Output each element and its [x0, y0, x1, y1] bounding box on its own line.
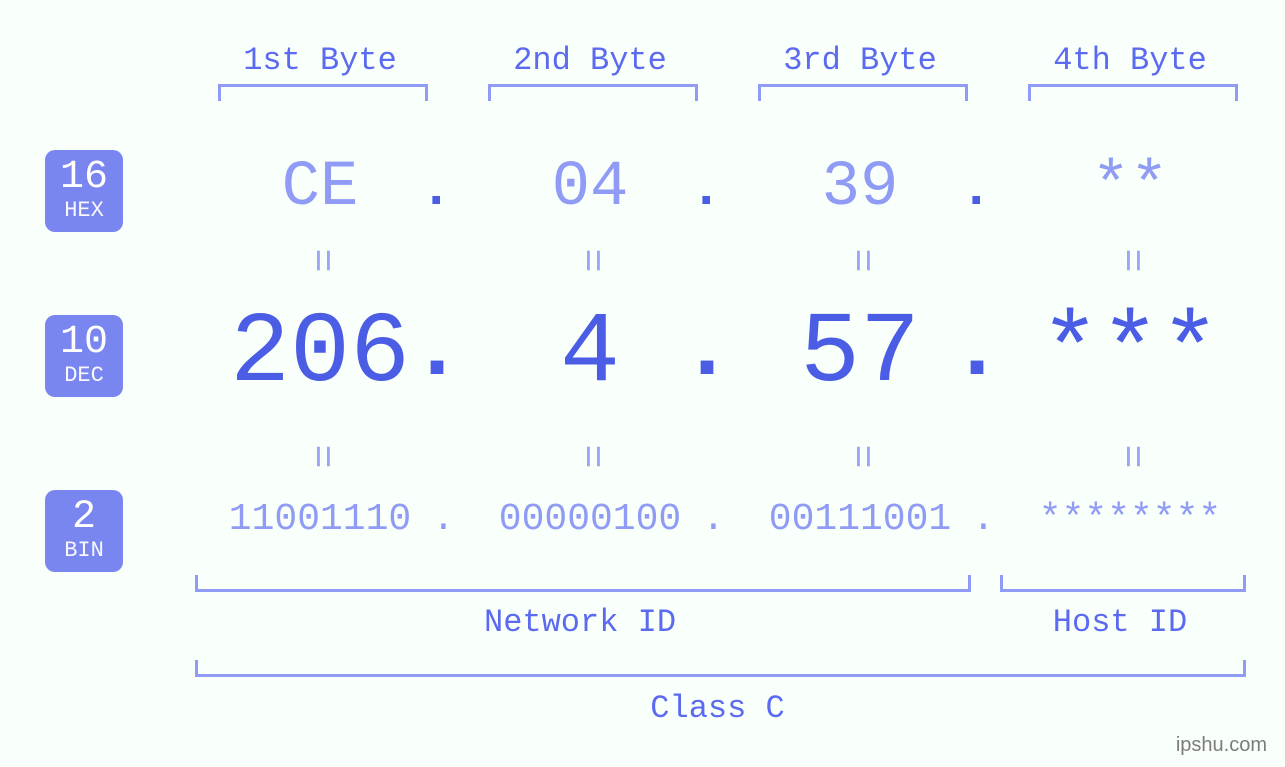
hex-dot-1: .	[420, 160, 452, 221]
badge-hex-base: 16	[45, 158, 123, 198]
bin-dot-2: .	[702, 498, 725, 541]
ip-byte-diagram: 1st Byte 2nd Byte 3rd Byte 4th Byte 16 H…	[0, 0, 1285, 767]
badge-hex: 16 HEX	[45, 150, 123, 232]
label-host: Host ID	[1000, 604, 1240, 641]
bin-byte-1: 11001110	[190, 498, 450, 541]
hex-dot-3: .	[960, 160, 992, 221]
dec-dot-2: .	[680, 300, 734, 402]
byte-label-2: 2nd Byte	[460, 42, 720, 79]
bin-byte-4: ********	[1000, 498, 1260, 541]
byte-label-3: 3rd Byte	[730, 42, 990, 79]
bin-byte-2: 00000100	[460, 498, 720, 541]
badge-bin: 2 BIN	[45, 490, 123, 572]
eq-bot-4: =	[1108, 327, 1153, 587]
badge-bin-name: BIN	[45, 540, 123, 562]
bracket-host	[1000, 575, 1246, 592]
bracket-class	[195, 660, 1246, 677]
badge-dec: 10 DEC	[45, 315, 123, 397]
bracket-top-4	[1028, 84, 1238, 101]
bracket-top-2	[488, 84, 698, 101]
badge-dec-name: DEC	[45, 365, 123, 387]
label-network: Network ID	[195, 604, 965, 641]
dec-dot-3: .	[950, 300, 1004, 402]
eq-bot-3: =	[838, 327, 883, 587]
eq-bot-2: =	[568, 327, 613, 587]
bracket-network	[195, 575, 971, 592]
bin-dot-3: .	[972, 498, 995, 541]
watermark: ipshu.com	[1176, 734, 1267, 757]
hex-dot-2: .	[690, 160, 722, 221]
byte-label-4: 4th Byte	[1000, 42, 1260, 79]
dec-dot-1: .	[410, 300, 464, 402]
badge-hex-name: HEX	[45, 200, 123, 222]
badge-bin-base: 2	[45, 498, 123, 538]
bracket-top-1	[218, 84, 428, 101]
eq-bot-1: =	[298, 327, 343, 587]
byte-label-1: 1st Byte	[190, 42, 450, 79]
bin-dot-1: .	[432, 498, 455, 541]
badge-dec-base: 10	[45, 323, 123, 363]
bin-byte-3: 00111001	[730, 498, 990, 541]
bracket-top-3	[758, 84, 968, 101]
label-class: Class C	[195, 690, 1240, 727]
